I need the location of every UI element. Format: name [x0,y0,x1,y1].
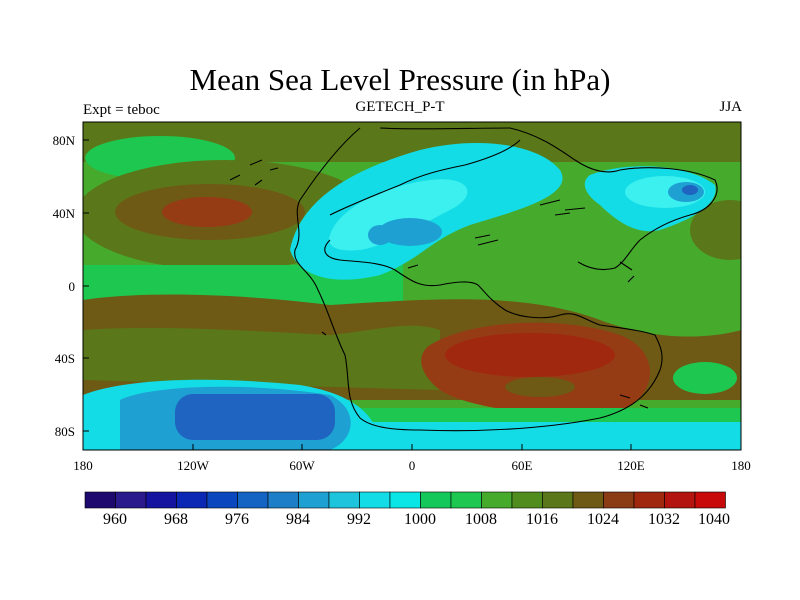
southern-high-notch [505,377,575,397]
colorbar-swatch [572,491,604,509]
colorbar-swatch [481,491,513,509]
colorbar-label: 992 [347,511,371,528]
colorbar-label: 1024 [587,511,619,528]
arctic-islands [229,159,279,186]
pangea-west-coast [294,127,421,431]
east-high [690,200,741,260]
x-tick-marks [82,444,742,450]
season-label: JJA [719,99,742,115]
y-tick-label: 0 [69,279,76,294]
southern-high-core [445,333,615,377]
colorbar-label: 1008 [465,511,497,528]
coastlines [229,127,718,432]
dataset-label: GETECH_P-T [355,99,445,115]
colorbar-label: 984 [286,511,310,528]
colorbar-labels: 960 968 976 984 992 1000 1008 1016 1024 … [103,511,730,528]
colorbar [84,491,726,509]
pangea-south-coast [419,284,663,432]
arctic-coast [379,127,718,241]
colorbar-swatch [664,491,696,509]
x-tick-label: 120W [177,458,210,473]
colorbar-label: 960 [103,511,127,528]
x-tick-label: 180 [73,458,93,473]
colorbar-swatch [450,491,482,509]
colorbar-swatch [542,491,574,509]
experiment-label: Expt = teboc [83,102,160,118]
y-tick-label: 40N [53,206,76,221]
north-pacific-high-core [162,197,252,227]
tethys-low-core [378,218,442,246]
tethys-south-coast [324,239,479,287]
colorbar-swatch [84,491,116,509]
southern-band-west [83,325,440,390]
colorbar-swatch [298,491,330,509]
tethys-low-core-2 [368,225,392,245]
colorbar-swatch [267,491,299,509]
colorbar-label: 1032 [648,511,680,528]
x-tick-label: 0 [409,458,416,473]
antarctic-low-core [175,394,335,440]
equatorial-islands [407,261,635,283]
map-title: Mean Sea Level Pressure (in hPa) [189,62,611,97]
colorbar-swatch [328,491,360,509]
colorbar-swatch [389,491,421,509]
southern-east-patch [673,362,737,394]
colorbar-swatch [694,491,726,509]
x-tick-label: 60W [289,458,315,473]
colorbar-swatch [206,491,238,509]
colorbar-swatch [511,491,543,509]
colorbar-swatch [359,491,391,509]
y-tick-label: 80S [55,424,75,439]
asian-low-deep [682,185,698,195]
colorbar-swatch [633,491,665,509]
colorbar-swatch [145,491,177,509]
colorbar-swatch [420,491,452,509]
x-tick-label: 180 [731,458,751,473]
colorbar-swatch [603,491,635,509]
tethys-north-coast [329,139,521,216]
y-tick-marks [83,139,89,432]
colorbar-swatch [176,491,208,509]
colorbar-label: 1040 [698,511,730,528]
y-tick-labels: 80N 40N 0 40S 80S [53,133,76,439]
colorbar-label: 968 [164,511,188,528]
colorbar-label: 976 [225,511,249,528]
southern-islands [321,331,649,409]
east-asia-coast [577,239,641,271]
tethys-low-inner [329,179,468,251]
colorbar-swatch [115,491,147,509]
colorbar-swatch [237,491,269,509]
pressure-field [83,122,741,450]
x-tick-label: 120E [617,458,645,473]
colorbar-label: 1016 [526,511,558,528]
x-tick-label: 60E [512,458,533,473]
x-tick-labels: 180 120W 60W 0 60E 120E 180 [73,458,751,473]
y-tick-label: 80N [53,133,76,148]
colorbar-label: 1000 [404,511,436,528]
tethys-islands [474,199,586,246]
y-tick-label: 40S [55,351,75,366]
